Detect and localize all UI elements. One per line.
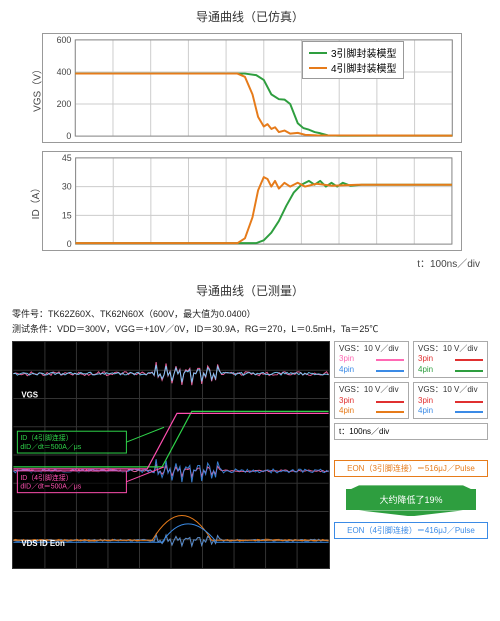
sim-title: 导通曲线（已仿真） [12, 8, 488, 25]
vgs-scale-box: VGS：10 V／div3pin4pin [334, 382, 409, 419]
t-box: t：100ns／div [334, 423, 488, 440]
side-row-2: VGS：10 V／div3pin4pinVGS：10 V／div3pin4pin [334, 382, 488, 419]
svg-text:dID／dt＝500A／μs: dID／dt＝500A／μs [20, 443, 81, 451]
legend-line-4pin [309, 67, 327, 69]
svg-text:200: 200 [57, 99, 72, 109]
svg-text:dID／dt＝500A／μs: dID／dt＝500A／μs [20, 483, 81, 491]
vgs-scale-box: VGS：10 V／div3pin4pin [334, 341, 409, 378]
scope-area: VGSVDS ID EonID（4引脚连接）dID／dt＝500A／μsID（4… [12, 341, 488, 574]
id-ylabel: ID（A） [27, 183, 42, 220]
svg-text:ID（4引脚连接）: ID（4引脚连接） [20, 433, 72, 442]
vgs-scale-box: VGS：10 V／div3pin4pin [413, 382, 488, 419]
svg-text:400: 400 [57, 67, 72, 77]
svg-text:0: 0 [66, 131, 71, 141]
legend-label-3pin: 3引脚封装模型 [331, 45, 397, 60]
legend-4pin: 4引脚封装模型 [309, 60, 397, 75]
scope-side: VGS：10 V／div3pin4pinVGS：10 V／div3pin4pin… [334, 341, 488, 574]
legend-box: 3引脚封装模型 4引脚封装模型 [302, 41, 404, 79]
chart-vgs-wrap: VGS（V） 0200400600 3引脚封装模型 4引脚封装模型 [42, 33, 488, 143]
chart-id-wrap: ID（A） 0153045 [42, 151, 488, 251]
parts-line: 零件号：TK62Z60X、TK62N60X（600V，最大值为0.0400） [12, 307, 488, 320]
oscilloscope: VGSVDS ID EonID（4引脚连接）dID／dt＝500A／μsID（4… [12, 341, 330, 569]
svg-text:15: 15 [62, 210, 72, 220]
spacer [334, 444, 488, 456]
eon-4pin-box: EON（4引脚连接）＝416μJ／Pulse [334, 522, 488, 539]
reduction-box: 大约降低了19% [346, 489, 476, 510]
svg-text:0: 0 [67, 239, 72, 249]
vgs-ylabel: VGS（V） [28, 64, 43, 112]
vgs-scale-box: VGS：10 V／div3pin4pin [413, 341, 488, 378]
svg-text:ID（4引脚连接）: ID（4引脚连接） [20, 473, 72, 482]
x-axis-label: t：100ns／div [12, 255, 488, 270]
svg-text:VGS: VGS [21, 391, 38, 400]
scope-col: VGSVDS ID EonID（4引脚连接）dID／dt＝500A／μsID（4… [12, 341, 330, 574]
meas-title: 导通曲线（已测量） [12, 282, 488, 299]
svg-text:600: 600 [57, 35, 72, 45]
legend-3pin: 3引脚封装模型 [309, 45, 397, 60]
legend-label-4pin: 4引脚封装模型 [331, 60, 397, 75]
svg-text:VDS ID Eon: VDS ID Eon [21, 539, 65, 548]
side-row-1: VGS：10 V／div3pin4pinVGS：10 V／div3pin4pin [334, 341, 488, 378]
chart-id: 0 15 30 45 [42, 151, 462, 251]
eon-3pin-box: EON（3引脚连接）＝516μJ／Pulse [334, 460, 488, 477]
svg-text:30: 30 [62, 182, 72, 192]
svg-text:45: 45 [62, 153, 72, 163]
legend-line-3pin [309, 52, 327, 54]
cond-line: 测试条件：VDD＝300V，VGG＝+10V／0V，ID＝30.9A，RG＝27… [12, 322, 488, 335]
